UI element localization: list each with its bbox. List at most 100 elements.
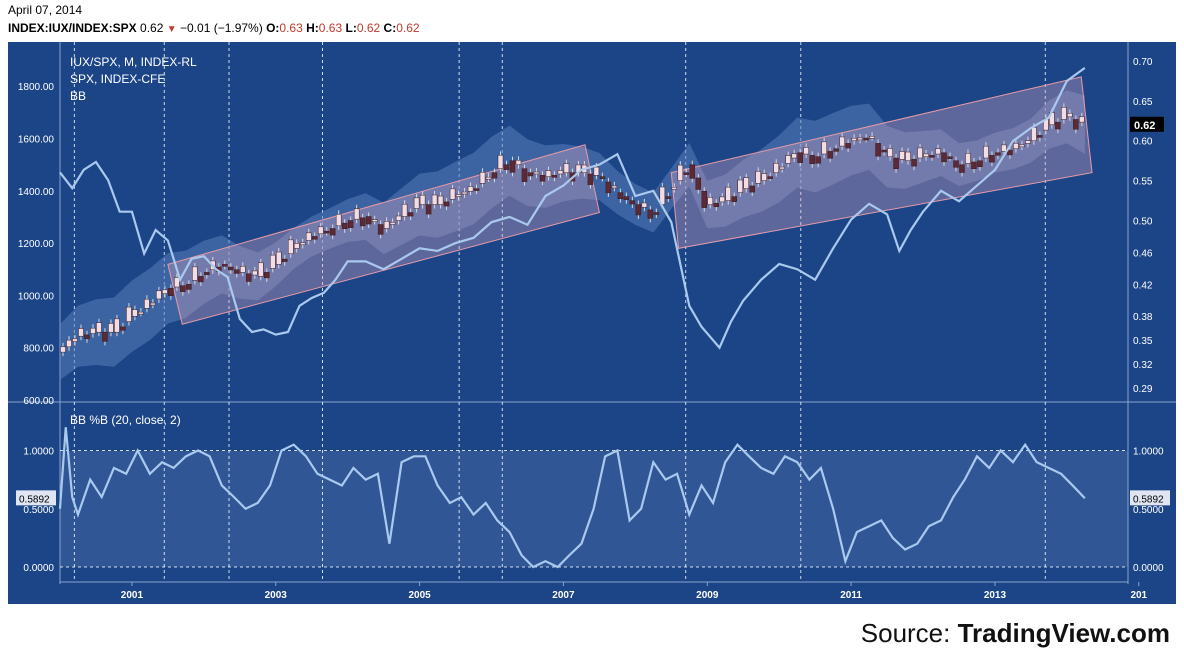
- percentb-right-value: 0.5892: [1133, 494, 1164, 505]
- candle-body: [977, 160, 983, 167]
- candle-body: [276, 251, 282, 265]
- candle-body: [1055, 121, 1061, 130]
- candle-body: [114, 318, 120, 333]
- candle-body: [839, 136, 845, 147]
- change-value: −0.01 (−1.97%): [180, 21, 263, 35]
- candle-body: [66, 339, 72, 348]
- candle-body: [983, 145, 989, 159]
- x-axis-tick-label: 2007: [552, 590, 575, 601]
- candle-body: [689, 164, 696, 179]
- candle-body: [821, 141, 827, 155]
- candle-body: [1001, 144, 1007, 152]
- candle-body: [258, 262, 264, 277]
- candle-body: [437, 195, 444, 205]
- candle-body: [593, 166, 600, 176]
- candle-body: [335, 214, 342, 227]
- candle-body: [353, 208, 360, 220]
- candle-body: [941, 152, 947, 163]
- candle-body: [539, 175, 546, 182]
- candle-body: [186, 284, 192, 290]
- candle-body: [653, 212, 660, 215]
- candle-body: [617, 192, 624, 200]
- candle-body: [869, 136, 875, 139]
- down-triangle-icon: ▼: [166, 24, 177, 35]
- candle-body: [779, 166, 785, 170]
- candle-body: [863, 137, 869, 141]
- candle-body: [1019, 144, 1025, 148]
- left-axis-tick-label: 800.00: [23, 344, 54, 355]
- candle-body: [293, 243, 300, 249]
- candle-body: [491, 172, 498, 179]
- candle-body: [96, 322, 102, 333]
- candle-body: [264, 272, 270, 279]
- symbol-name[interactable]: INDEX:IUX/INDEX:SPX: [8, 21, 137, 35]
- candle-body: [899, 151, 905, 160]
- x-axis-tick-label: 2011: [840, 590, 862, 601]
- candle-body: [449, 188, 456, 200]
- candle-body: [761, 173, 767, 181]
- candle-body: [1025, 140, 1031, 144]
- open-label: O:: [266, 21, 280, 35]
- candle-body: [623, 196, 630, 200]
- candle-body: [102, 331, 108, 342]
- high-label: H:: [306, 21, 319, 35]
- candle-body: [557, 170, 564, 175]
- candle-body: [1061, 107, 1067, 120]
- percentb-right-tick-label: 1.0000: [1133, 447, 1164, 458]
- candle-body: [515, 160, 522, 165]
- candle-body: [270, 254, 276, 269]
- candle-body: [683, 172, 690, 175]
- x-axis-tick-label: 2005: [408, 590, 431, 601]
- low-value: 0.62: [356, 21, 381, 35]
- candle-body: [527, 172, 534, 177]
- candle-body: [281, 258, 288, 262]
- candle-body: [228, 266, 234, 271]
- left-axis-tick-label: 1000.00: [18, 291, 55, 302]
- left-axis-tick-label: 1200.00: [18, 239, 55, 250]
- percentb-left-value: 0.5892: [19, 494, 50, 505]
- percentb-right-tick-label: 0.5000: [1133, 505, 1164, 516]
- candle-body: [851, 137, 857, 141]
- candle-body: [419, 194, 426, 205]
- candle-body: [138, 311, 144, 315]
- last-price-label: 0.62: [1134, 120, 1155, 132]
- high-value: 0.63: [318, 21, 343, 35]
- percentb-left-tick-label: 0.5000: [23, 505, 54, 516]
- candle-body: [287, 239, 294, 254]
- candle-body: [222, 264, 228, 267]
- candle-body: [108, 323, 114, 333]
- candle-body: [509, 160, 516, 173]
- left-axis-tick-label: 1800.00: [18, 82, 55, 93]
- candle-body: [234, 269, 240, 274]
- source-credit: Source: TradingView.com: [861, 618, 1170, 649]
- candle-body: [180, 285, 186, 292]
- candle-body: [431, 194, 438, 205]
- candle-body: [455, 194, 462, 197]
- candle-body: [485, 176, 492, 180]
- last-value: 0.62: [140, 21, 164, 35]
- candle-body: [749, 185, 755, 193]
- candle-body: [935, 148, 941, 155]
- candle-body: [953, 160, 959, 168]
- x-axis-tick-label: 2003: [265, 590, 288, 601]
- candle-body: [803, 147, 809, 155]
- trend-channel-2: [670, 76, 1093, 250]
- candle-body: [443, 201, 450, 207]
- percentb-left-tick-label: 0.0000: [23, 563, 54, 574]
- candle-body: [90, 327, 96, 334]
- candle-body: [755, 171, 761, 184]
- candle-body: [671, 186, 678, 190]
- candle-body: [1031, 127, 1037, 141]
- candle-body: [989, 155, 995, 163]
- candle-body: [1037, 135, 1043, 138]
- percentb-right-value-box: [1130, 490, 1170, 506]
- candle-body: [162, 289, 168, 294]
- candle-body: [479, 172, 486, 184]
- candle-body: [72, 338, 78, 342]
- candle-body: [713, 202, 720, 207]
- candle-body: [132, 309, 138, 317]
- candle-body: [929, 155, 935, 158]
- candle-body: [192, 266, 198, 281]
- candle-body: [78, 328, 84, 337]
